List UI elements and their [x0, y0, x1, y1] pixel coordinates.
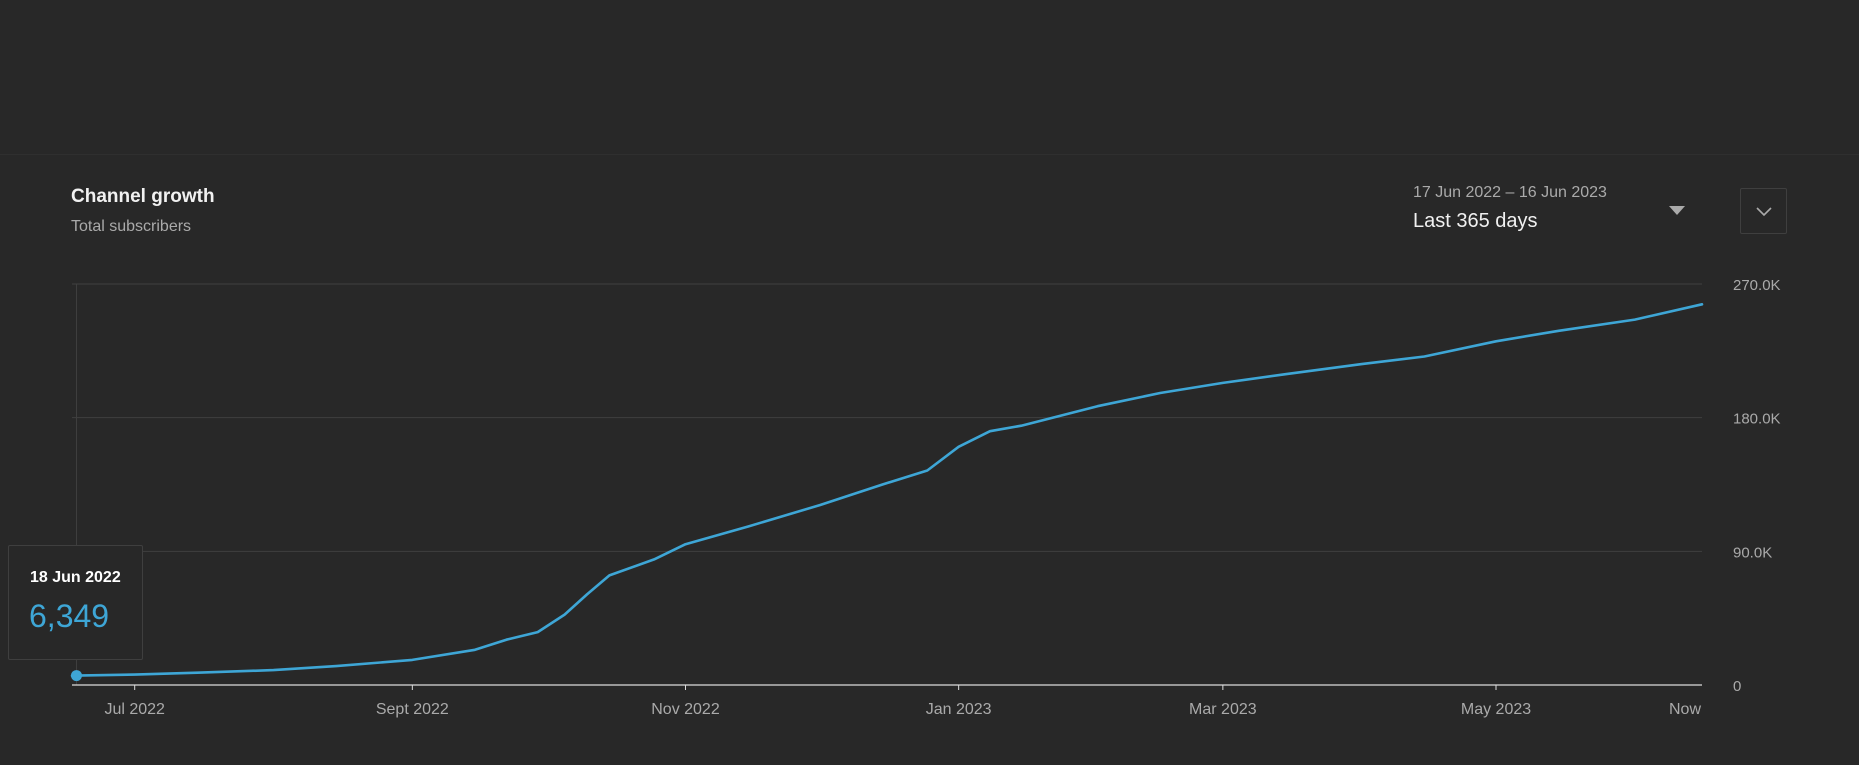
- date-range-dropdown[interactable]: 17 Jun 2022 – 16 Jun 2023 Last 365 days: [1413, 182, 1693, 238]
- x-tick-label: Nov 2022: [651, 701, 720, 718]
- highlight-point: [70, 670, 82, 682]
- x-tick-label: Jan 2023: [926, 701, 992, 718]
- y-tick-label: 270.0K: [1733, 277, 1781, 294]
- x-tick-label: Now: [1669, 701, 1701, 718]
- y-tick-label: 180.0K: [1733, 411, 1781, 428]
- y-tick-label: 0: [1733, 678, 1741, 695]
- collapse-button[interactable]: [1740, 188, 1787, 234]
- y-tick-label: 90.0K: [1733, 544, 1772, 561]
- subscribers-line: [70, 302, 1704, 678]
- hover-tooltip: 18 Jun 2022 6,349: [8, 545, 143, 660]
- x-tick-label: Mar 2023: [1189, 701, 1257, 718]
- top-band: [0, 0, 1859, 155]
- x-tick-label: Jul 2022: [104, 701, 165, 718]
- chevron-down-icon: [1756, 207, 1772, 217]
- chart-title: Channel growth: [71, 186, 215, 207]
- channel-growth-card: [0, 155, 1859, 765]
- tooltip-date: 18 Jun 2022: [30, 569, 121, 586]
- date-range-dates: 17 Jun 2022 – 16 Jun 2023: [1413, 184, 1607, 201]
- chart-subtitle: Total subscribers: [71, 218, 192, 235]
- date-range-label: Last 365 days: [1413, 210, 1538, 232]
- caret-down-icon: [1669, 206, 1685, 215]
- tooltip-value: 6,349: [29, 598, 110, 634]
- x-tick-label: May 2023: [1461, 701, 1531, 718]
- x-tick-label: Sept 2022: [376, 701, 449, 718]
